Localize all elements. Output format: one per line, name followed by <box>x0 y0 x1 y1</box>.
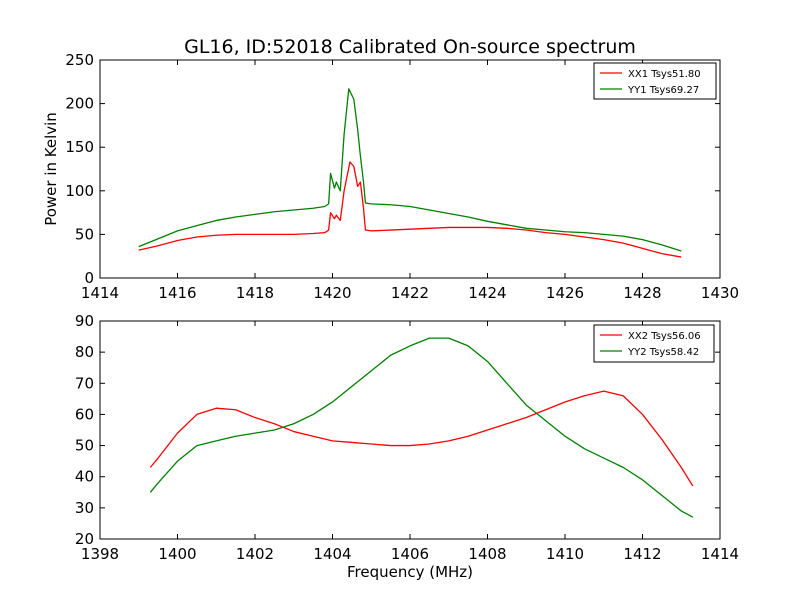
x-tick-label: 1414 <box>701 545 739 563</box>
y-tick-label: 30 <box>75 499 94 517</box>
y-axis-label: Power in Kelvin <box>42 112 60 226</box>
y-tick-label: 50 <box>75 225 94 243</box>
x-tick-label: 1406 <box>391 545 429 563</box>
x-tick-label: 1398 <box>81 545 119 563</box>
x-tick-label: 1400 <box>158 545 196 563</box>
y-tick-label: 70 <box>75 374 94 392</box>
x-tick-label: 1422 <box>391 284 429 302</box>
y-tick-label: 150 <box>65 138 94 156</box>
x-tick-label: 1420 <box>313 284 351 302</box>
y-tick-label: 100 <box>65 182 94 200</box>
legend-label: YY1 Tsys69.27 <box>627 85 699 96</box>
x-tick-label: 1424 <box>468 284 506 302</box>
x-tick-label: 1426 <box>546 284 584 302</box>
y-tick-label: 40 <box>75 468 94 486</box>
series-line-1-1 <box>149 337 694 518</box>
series-line-1-0 <box>149 390 694 487</box>
legend-label: YY2 Tsys58.42 <box>627 347 699 358</box>
figure-title: GL16, ID:52018 Calibrated On-source spec… <box>184 36 636 58</box>
x-tick-label: 1412 <box>623 545 661 563</box>
y-tick-label: 60 <box>75 405 94 423</box>
y-tick-label: 50 <box>75 437 94 455</box>
legend-label: XX2 Tsys56.06 <box>628 331 701 342</box>
y-tick-label: 20 <box>75 530 94 548</box>
series-line-0-0 <box>138 161 682 258</box>
x-tick-label: 1414 <box>81 284 119 302</box>
y-tick-label: 0 <box>84 269 94 287</box>
x-axis-label: Frequency (MHz) <box>347 563 473 581</box>
y-tick-label: 200 <box>65 95 94 113</box>
legend-box <box>593 324 715 363</box>
x-tick-label: 1402 <box>236 545 274 563</box>
x-tick-label: 1410 <box>546 545 584 563</box>
x-tick-label: 1430 <box>701 284 739 302</box>
x-tick-label: 1404 <box>313 545 351 563</box>
top-panel: 1414 1416 1418 1420 1422 1424 1426 1428 1430 0 50 1… <box>42 51 739 302</box>
legend-box <box>593 62 717 100</box>
x-tick-label: 1418 <box>236 284 274 302</box>
y-tick-label: 80 <box>75 343 94 361</box>
series-line-0-1 <box>138 88 682 252</box>
x-tick-label: 1416 <box>158 284 196 302</box>
x-tick-label: 1408 <box>468 545 506 563</box>
y-tick-label: 250 <box>65 51 94 69</box>
bottom-panel: 1398 1400 1402 1404 1406 1408 1410 1412 1414 20 30… <box>75 312 739 563</box>
x-tick-label: 1428 <box>623 284 661 302</box>
legend-label: XX1 Tsys51.80 <box>628 69 701 80</box>
y-tick-label: 90 <box>75 312 94 330</box>
